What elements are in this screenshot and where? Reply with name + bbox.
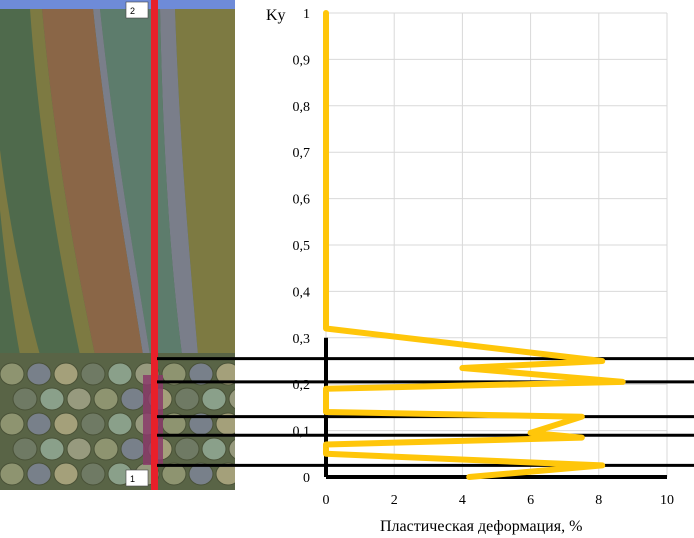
series-line-0: [323, 10, 626, 480]
ground-stone-6: [161, 362, 187, 386]
ground-stone-27: [12, 437, 38, 461]
y-tick-label-8: 0,8: [293, 100, 311, 115]
y-tick-label-4: 0,4: [293, 285, 311, 300]
chart-tick-labels: 00,10,20,30,40,50,60,70,80,910 2 4 6 8 10: [293, 7, 675, 508]
ground-stone-16: [201, 387, 227, 411]
top-strip: [0, 0, 235, 9]
ground-stone-7: [188, 362, 214, 386]
y-tick-label-0: 0: [303, 471, 310, 486]
ground-stone-38: [53, 462, 79, 486]
y-tick-label-1: 0,1: [293, 425, 311, 440]
ground-stone-29: [66, 437, 92, 461]
ground-stone-42: [161, 462, 187, 486]
olive-band-left: [30, 9, 95, 355]
grey-band-right: [160, 9, 198, 355]
chart-series: [323, 10, 626, 480]
ground-stone-15: [174, 387, 200, 411]
ground-stone-35: [228, 438, 235, 460]
top-marker: 2: [125, 1, 149, 19]
y-tick-label-5: 0,5: [293, 239, 311, 254]
x-tick-label-5: 10: [660, 493, 674, 508]
chart-grid: [325, 12, 668, 478]
ground-stone-36: [0, 462, 25, 486]
grey-band-mid: [93, 9, 150, 355]
ground-stone-12: [93, 387, 119, 411]
x-axis-title: Пластическая деформация, %: [380, 518, 582, 535]
reference-lines: [157, 357, 694, 467]
y-tick-label-10: 1: [303, 7, 310, 22]
ground-stone-8: [215, 362, 235, 386]
y-tick-label-2: 0,2: [293, 378, 311, 393]
ground-stone-22: [107, 412, 133, 436]
ground-stone-19: [26, 412, 52, 436]
fem-model-panel: 2 1: [0, 0, 235, 490]
olive-band-right: [175, 9, 235, 355]
x-tick-label-3: 6: [527, 493, 534, 508]
x-tick-label-2: 4: [459, 493, 466, 508]
y-tick-label-6: 0,6: [293, 193, 311, 208]
ground-stone-2: [53, 362, 79, 386]
ground-stone-28: [39, 437, 65, 461]
ground-stone-20: [53, 412, 79, 436]
bottom-marker-label: 1: [130, 474, 135, 484]
y-tick-label-9: 0,9: [293, 53, 311, 68]
olive-band-far-left: [0, 150, 40, 355]
ground-stone-21: [80, 412, 106, 436]
x-tick-label-4: 8: [595, 493, 602, 508]
ground-stone-37: [26, 462, 52, 486]
ground-stone-0: [0, 362, 25, 386]
ground-stones: [0, 362, 235, 486]
ground-stone-4: [107, 362, 133, 386]
ground-stone-10: [39, 387, 65, 411]
ground-stone-9: [12, 387, 38, 411]
ground-stone-33: [174, 437, 200, 461]
ground-stone-34: [201, 437, 227, 461]
vertical-section-line: [151, 0, 158, 490]
top-marker-label: 2: [130, 6, 135, 16]
y-axis-title: Ky: [266, 7, 286, 24]
teal-band: [100, 9, 182, 355]
ground-stone-43: [188, 462, 214, 486]
bottom-marker: 1: [125, 469, 149, 487]
y-tick-label-3: 0,3: [293, 332, 311, 347]
y-tick-label-7: 0,7: [293, 146, 311, 161]
ground-stone-18: [0, 412, 25, 436]
brown-band: [42, 9, 143, 355]
x-tick-label-1: 2: [391, 493, 398, 508]
ground-stone-1: [26, 362, 52, 386]
ground-stone-44: [215, 462, 235, 486]
ground-stone-39: [80, 462, 106, 486]
ground-stone-17: [228, 388, 235, 410]
ground-stone-3: [80, 362, 106, 386]
x-tick-label-0: 0: [323, 493, 330, 508]
ground-stone-30: [93, 437, 119, 461]
ground-stone-11: [66, 387, 92, 411]
